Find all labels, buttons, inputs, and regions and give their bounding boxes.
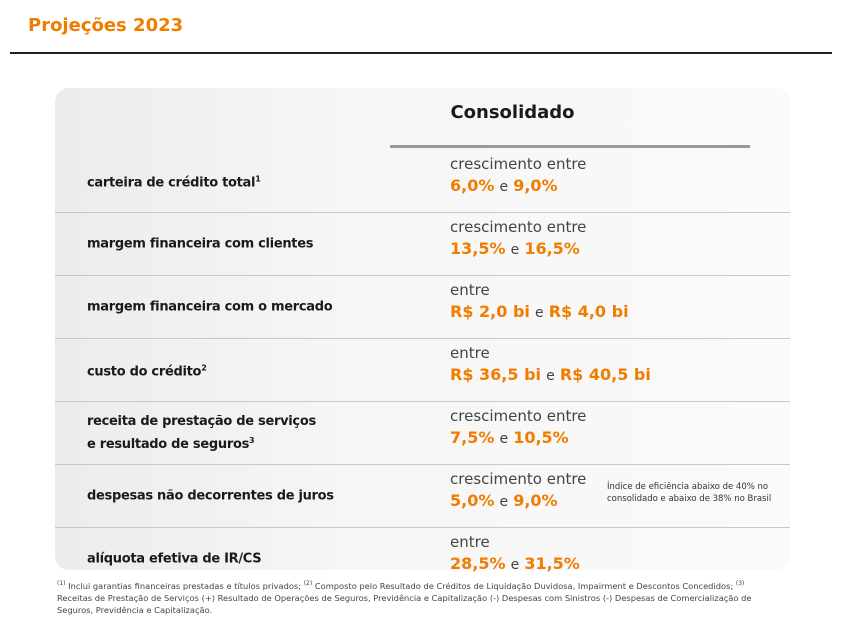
footnotes: (1) Inclui garantias financeiras prestad…: [57, 578, 782, 616]
footnote-marker: (2): [303, 580, 313, 587]
label-line: margem financeira com o mercado: [87, 299, 333, 315]
row-value: entre R$ 36,5 bi e R$ 40,5 bi: [450, 343, 651, 388]
range-connector: e: [499, 431, 509, 447]
header-rule: [390, 145, 750, 148]
value-range: 6,0% e 9,0%: [450, 174, 586, 199]
table-row: receita de prestação de serviços e result…: [55, 402, 790, 465]
range-low: 28,5%: [450, 554, 506, 573]
row-value: entre R$ 2,0 bi e R$ 4,0 bi: [450, 280, 629, 325]
footnote-text: Composto pelo Resultado de Créditos de L…: [314, 580, 734, 591]
range-low: 13,5%: [450, 239, 506, 258]
table-row: carteira de crédito total1 crescimento en…: [55, 150, 790, 213]
row-value: entre 28,5% e 31,5%: [450, 532, 580, 577]
row-label: margem financeira com clientes: [87, 235, 313, 254]
range-high: 16,5%: [524, 239, 580, 258]
range-high: 9,0%: [513, 491, 558, 510]
label-line: custo do crédito: [87, 364, 202, 380]
table-card: [55, 88, 790, 570]
row-label: despesas não decorrentes de juros: [87, 487, 334, 506]
label-line: e resultado de seguros: [87, 437, 250, 453]
range-high: R$ 4,0 bi: [548, 302, 629, 321]
range-connector: e: [499, 494, 509, 510]
footnote-ref: 2: [201, 363, 207, 373]
row-note: Índice de eficiência abaixo de 40% no co…: [607, 482, 772, 504]
value-prefix: crescimento entre: [450, 407, 587, 425]
title-rule: [10, 52, 832, 54]
row-value: crescimento entre 7,5% e 10,5%: [450, 406, 586, 451]
footnote-marker: (1): [57, 580, 66, 587]
value-range: R$ 2,0 bi e R$ 4,0 bi: [450, 300, 629, 325]
range-high: R$ 40,5 bi: [559, 365, 651, 384]
value-prefix: entre: [450, 281, 490, 299]
range-connector: e: [510, 242, 520, 258]
label-line: margem financeira com clientes: [87, 236, 314, 252]
value-prefix: entre: [450, 533, 490, 551]
table-row: alíquota efetiva de IR/CS entre 28,5% e 31…: [55, 528, 790, 590]
footnote-ref: 1: [255, 174, 261, 184]
value-range: 5,0% e 9,0%: [450, 489, 586, 514]
row-label: alíquota efetiva de IR/CS: [87, 550, 262, 569]
range-low: R$ 36,5 bi: [450, 365, 542, 384]
range-connector: e: [499, 179, 509, 195]
range-connector: e: [534, 305, 544, 321]
row-value: crescimento entre 5,0% e 9,0%: [450, 469, 586, 514]
label-line: despesas não decorrentes de juros: [87, 488, 334, 504]
range-connector: e: [510, 557, 520, 573]
footnote-text: Inclui garantias financeiras prestadas e…: [68, 580, 302, 591]
column-header: Consolidado: [450, 102, 575, 123]
range-high: 9,0%: [513, 176, 558, 195]
value-prefix: crescimento entre: [450, 155, 587, 173]
range-high: 10,5%: [513, 428, 569, 447]
range-low: R$ 2,0 bi: [450, 302, 530, 321]
value-range: 7,5% e 10,5%: [450, 426, 586, 451]
page-title: Projeções 2023: [28, 15, 184, 36]
footnote-ref: 3: [249, 435, 255, 445]
label-line: carteira de crédito total: [87, 175, 256, 191]
label-line: alíquota efetiva de IR/CS: [87, 551, 262, 567]
range-low: 5,0%: [450, 491, 495, 510]
value-prefix: crescimento entre: [450, 218, 587, 236]
value-range: R$ 36,5 bi e R$ 40,5 bi: [450, 363, 651, 388]
value-range: 28,5% e 31,5%: [450, 552, 580, 577]
range-connector: e: [546, 368, 555, 384]
label-line: receita de prestação de serviços: [87, 413, 316, 429]
row-label: margem financeira com o mercado: [87, 298, 333, 317]
value-prefix: crescimento entre: [450, 470, 587, 488]
table-row: margem financeira com o mercado entre R$ 2…: [55, 276, 790, 339]
row-label: carteira de crédito total1: [87, 169, 261, 192]
range-low: 6,0%: [450, 176, 495, 195]
table-row: margem financeira com clientes cresciment…: [55, 213, 790, 276]
row-label: receita de prestação de serviços e result…: [87, 412, 316, 454]
row-value: crescimento entre 6,0% e 9,0%: [450, 154, 586, 199]
table-row: despesas não decorrentes de juros crescim…: [55, 465, 790, 528]
footnote-marker: (3): [735, 580, 745, 587]
footnote-text: Receitas de Prestação de Serviços (+) Re…: [57, 592, 752, 615]
value-prefix: entre: [450, 344, 490, 362]
range-low: 7,5%: [450, 428, 495, 447]
table-row: custo do crédito2 entre R$ 36,5 bi e R$ 40…: [55, 339, 790, 402]
row-value: crescimento entre 13,5% e 16,5%: [450, 217, 586, 262]
value-range: 13,5% e 16,5%: [450, 237, 586, 262]
table: carteira de crédito total1 crescimento en…: [55, 150, 790, 590]
row-label: custo do crédito2: [87, 358, 207, 381]
range-high: 31,5%: [524, 554, 580, 573]
